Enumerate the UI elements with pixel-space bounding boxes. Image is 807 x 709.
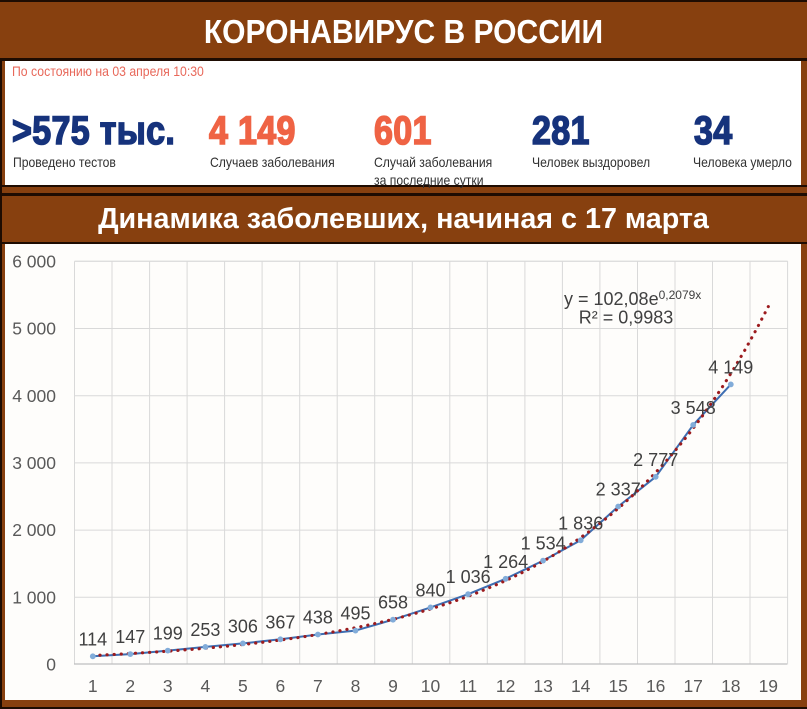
svg-text:495: 495 xyxy=(340,604,370,624)
svg-text:840: 840 xyxy=(415,580,445,600)
svg-text:4: 4 xyxy=(201,676,211,696)
svg-text:16: 16 xyxy=(646,676,665,696)
svg-text:10: 10 xyxy=(421,676,441,696)
svg-text:4 149: 4 149 xyxy=(708,357,753,377)
svg-text:19: 19 xyxy=(759,676,778,696)
svg-text:199: 199 xyxy=(153,624,183,644)
svg-text:4 000: 4 000 xyxy=(12,386,56,406)
svg-text:367: 367 xyxy=(265,612,295,632)
svg-text:6 000: 6 000 xyxy=(12,251,56,271)
svg-text:3 548: 3 548 xyxy=(671,398,716,418)
svg-text:R² = 0,9983: R² = 0,9983 xyxy=(579,308,674,328)
svg-text:658: 658 xyxy=(378,593,408,613)
svg-text:12: 12 xyxy=(496,676,515,696)
svg-text:5: 5 xyxy=(238,676,248,696)
svg-text:2: 2 xyxy=(125,676,135,696)
svg-text:2 000: 2 000 xyxy=(12,520,56,540)
svg-text:147: 147 xyxy=(115,627,145,647)
svg-text:3 000: 3 000 xyxy=(12,453,56,473)
svg-text:9: 9 xyxy=(388,676,398,696)
svg-text:1 264: 1 264 xyxy=(483,552,528,572)
svg-text:114: 114 xyxy=(78,629,107,649)
svg-text:253: 253 xyxy=(190,620,220,640)
svg-text:1: 1 xyxy=(88,676,98,696)
svg-text:1 036: 1 036 xyxy=(446,567,491,587)
svg-text:13: 13 xyxy=(533,676,552,696)
svg-text:17: 17 xyxy=(683,676,702,696)
svg-text:7: 7 xyxy=(313,676,323,696)
svg-text:1 534: 1 534 xyxy=(521,534,566,554)
svg-text:1 000: 1 000 xyxy=(12,587,56,607)
svg-text:2 337: 2 337 xyxy=(596,480,641,500)
svg-text:8: 8 xyxy=(351,676,361,696)
svg-text:1 836: 1 836 xyxy=(558,513,603,533)
svg-text:2 777: 2 777 xyxy=(633,450,678,470)
svg-text:306: 306 xyxy=(228,616,258,636)
svg-text:14: 14 xyxy=(571,676,591,696)
svg-text:0: 0 xyxy=(46,655,56,675)
svg-text:18: 18 xyxy=(721,676,740,696)
svg-text:15: 15 xyxy=(608,676,627,696)
svg-text:3: 3 xyxy=(163,676,173,696)
svg-text:y = 102,08e0,2079x: y = 102,08e0,2079x xyxy=(564,288,701,309)
svg-text:5 000: 5 000 xyxy=(12,319,56,339)
svg-text:6: 6 xyxy=(276,676,286,696)
svg-text:11: 11 xyxy=(459,676,477,696)
svg-text:438: 438 xyxy=(303,608,333,628)
